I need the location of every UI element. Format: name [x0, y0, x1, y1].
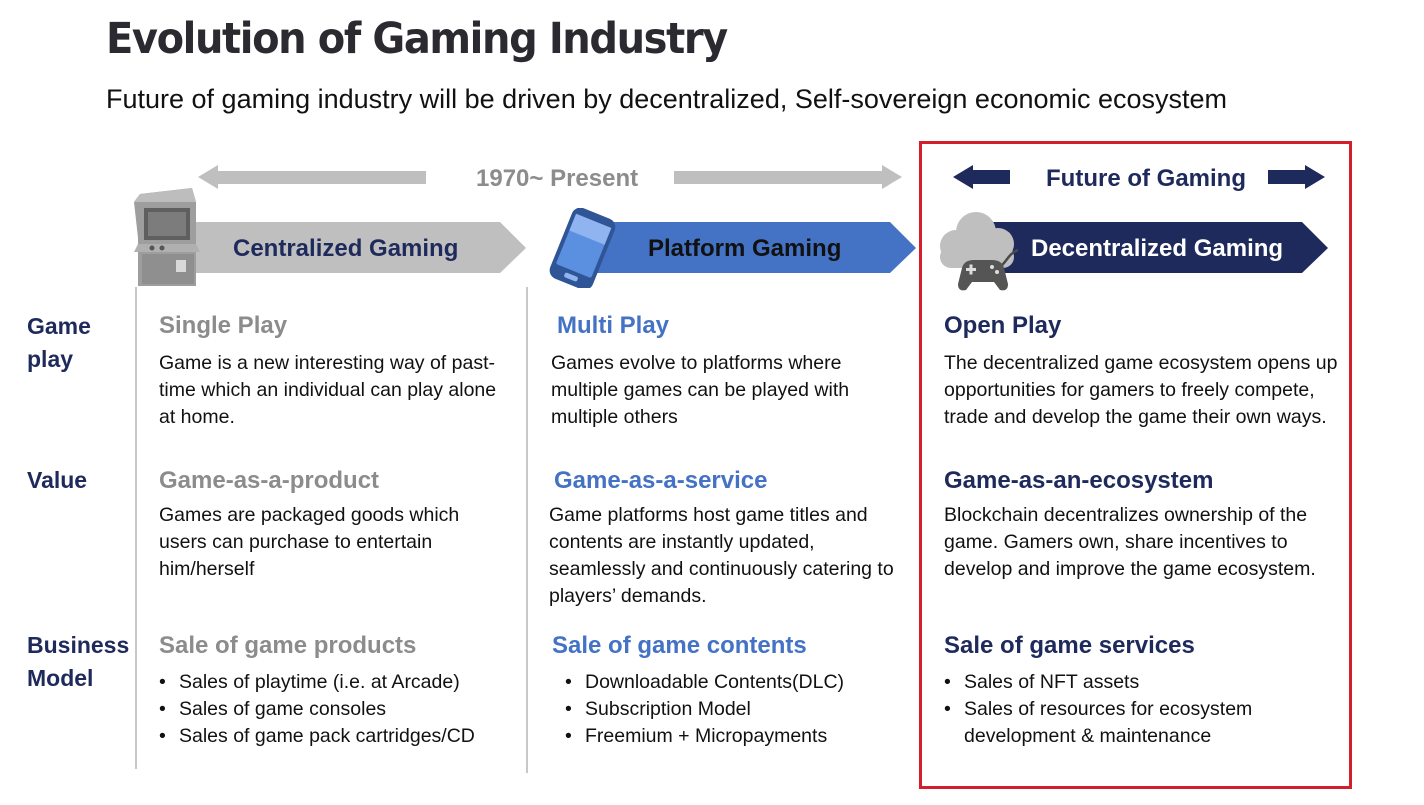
col1-gameplay-head: Single Play [159, 312, 288, 339]
page-subtitle: Future of gaming industry will be driven… [106, 84, 1228, 114]
list-item: Sales of resources for ecosystem develop… [944, 696, 1252, 750]
list-item: Subscription Model [565, 696, 844, 723]
col1-business-list: Sales of playtime (i.e. at Arcade) Sales… [159, 669, 475, 750]
col3-business-head: Sale of game services [944, 632, 1195, 659]
timeline-future-label: Future of Gaming [1046, 165, 1246, 192]
right-arrow-icon [674, 165, 902, 189]
left-arrow-icon [198, 165, 426, 189]
row-label-business-model: Business Model [27, 632, 130, 691]
col3-business-list: Sales of NFT assets Sales of resources f… [944, 669, 1252, 750]
list-item: Downloadable Contents(DLC) [565, 669, 844, 696]
col3-gameplay-head: Open Play [944, 312, 1062, 339]
col3-gameplay-text: The decentralized game ecosystem opens u… [944, 352, 1338, 428]
left-arrow-icon [953, 165, 1010, 189]
col1-value-head: Game-as-a-product [159, 467, 380, 494]
list-item: Sales of playtime (i.e. at Arcade) [159, 669, 475, 696]
list-item: Sales of game pack cartridges/CD [159, 723, 475, 750]
list-item: Sales of game consoles [159, 696, 475, 723]
past-timeline-arrows [198, 165, 902, 189]
era-banner-decentralized [990, 222, 1328, 273]
list-item: Freemium + Micropayments [565, 723, 844, 750]
timeline-past-label: 1970~ Present [476, 165, 639, 192]
era-label-centralized: Centralized Gaming [233, 235, 459, 262]
col3-value-head: Game-as-an-ecosystem [944, 467, 1214, 494]
smartphone-icon [549, 208, 616, 288]
column-divider [526, 287, 528, 773]
era-label-platform: Platform Gaming [648, 235, 842, 262]
list-item: Sales of NFT assets [944, 669, 1252, 696]
col2-business-list: Downloadable Contents(DLC) Subscription … [565, 669, 844, 750]
col2-value-head: Game-as-a-service [554, 467, 768, 494]
col1-value-text: Games are packaged goods which users can… [159, 504, 460, 580]
future-timeline-arrows [953, 165, 1325, 189]
page-title: Evolution of Gaming Industry [106, 14, 728, 64]
column-divider [135, 287, 137, 769]
future-highlight-box [919, 141, 1352, 789]
col2-gameplay-head: Multi Play [557, 312, 670, 339]
col2-value-text: Game platforms host game titles and cont… [549, 504, 894, 607]
col3-value-text: Blockchain decentralizes ownership of th… [944, 504, 1316, 580]
cloud-gamepad-icon [940, 212, 1019, 291]
row-label-gameplay: Game play [27, 313, 91, 372]
era-banner-centralized [180, 222, 526, 273]
col2-business-head: Sale of game contents [552, 632, 807, 659]
arcade-machine-icon [134, 188, 200, 286]
col1-gameplay-text: Game is a new interesting way of past-ti… [159, 352, 497, 428]
right-arrow-icon [1268, 165, 1325, 189]
row-label-value: Value [27, 467, 88, 493]
col2-gameplay-text: Games evolve to platforms where multiple… [551, 352, 850, 428]
era-label-decentralized: Decentralized Gaming [1031, 235, 1284, 262]
era-banner-platform [590, 222, 916, 273]
col1-business-head: Sale of game products [159, 632, 417, 659]
